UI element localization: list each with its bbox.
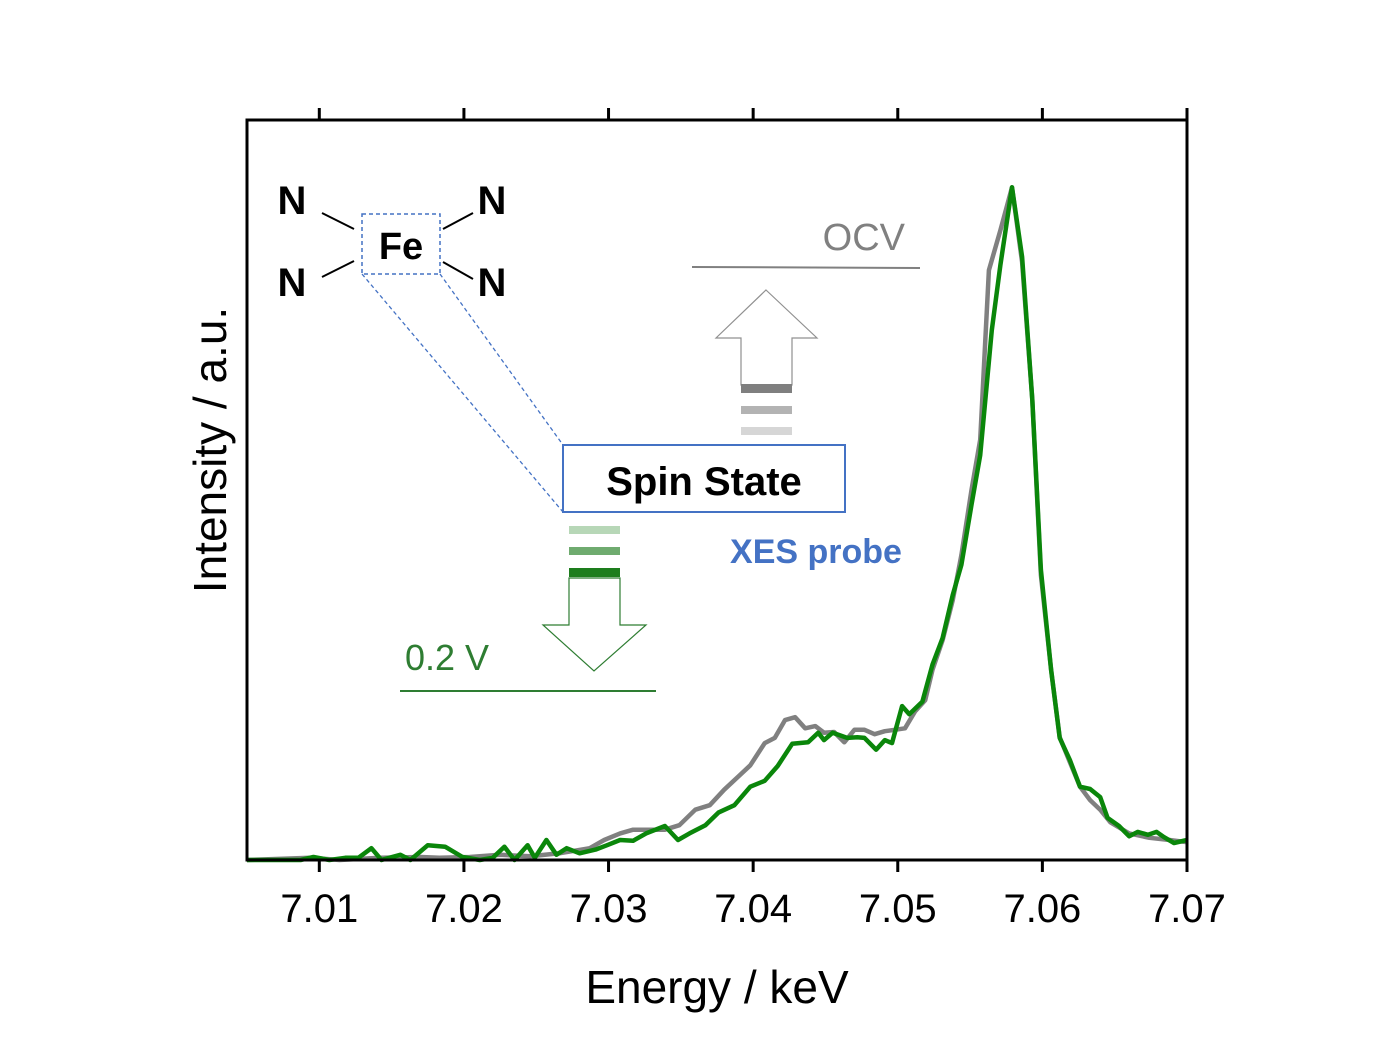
x-axis-label: Energy / keV (585, 961, 849, 1013)
fe-n4-schematic: N N N N Fe (278, 179, 564, 513)
ligand-n-top-right: N (478, 179, 507, 223)
zoom-line (361, 273, 564, 513)
level-bar (741, 406, 792, 414)
level-bar (569, 547, 620, 555)
level-bar (741, 427, 792, 435)
potential-label: 0.2 V (405, 637, 489, 678)
ocv-level-line (691, 266, 921, 269)
x-tick-label: 7.02 (425, 887, 503, 931)
x-tick-label: 7.07 (1148, 887, 1226, 931)
spin-state-label: Spin State (606, 460, 802, 504)
ocv-label: OCV (823, 217, 906, 259)
metal-label: Fe (379, 226, 423, 268)
bonds (321, 212, 474, 280)
series-line-potential (247, 185, 1188, 863)
level-bar (569, 526, 620, 534)
level-bar (569, 568, 620, 577)
up-arrow-icon (714, 289, 819, 386)
curves (246, 185, 1188, 863)
x-tick-label: 7.04 (714, 887, 792, 931)
fe-highlight-box (361, 213, 441, 275)
spin-state-box (562, 444, 846, 513)
y-axis-label: Intensity / a.u. (184, 307, 236, 593)
xes-probe-label: XES probe (730, 533, 902, 571)
series-line-ocv (246, 185, 1188, 863)
level-bar (741, 384, 792, 393)
x-tick-label: 7.05 (859, 887, 937, 931)
plot-frame (245, 118, 1189, 862)
down-arrow-icon (541, 577, 648, 672)
zoom-line (439, 273, 564, 446)
x-tick-label: 7.01 (280, 887, 358, 931)
x-tick-label: 7.06 (1003, 887, 1081, 931)
ligand-n-bottom-left: N (278, 261, 307, 305)
ligand-n-bottom-right: N (478, 261, 507, 305)
x-tick-label: 7.03 (570, 887, 648, 931)
x-ticks: 7.01 7.02 7.03 7.04 7.05 7.06 7.07 (280, 108, 1226, 931)
ligand-n-top-left: N (278, 179, 307, 223)
